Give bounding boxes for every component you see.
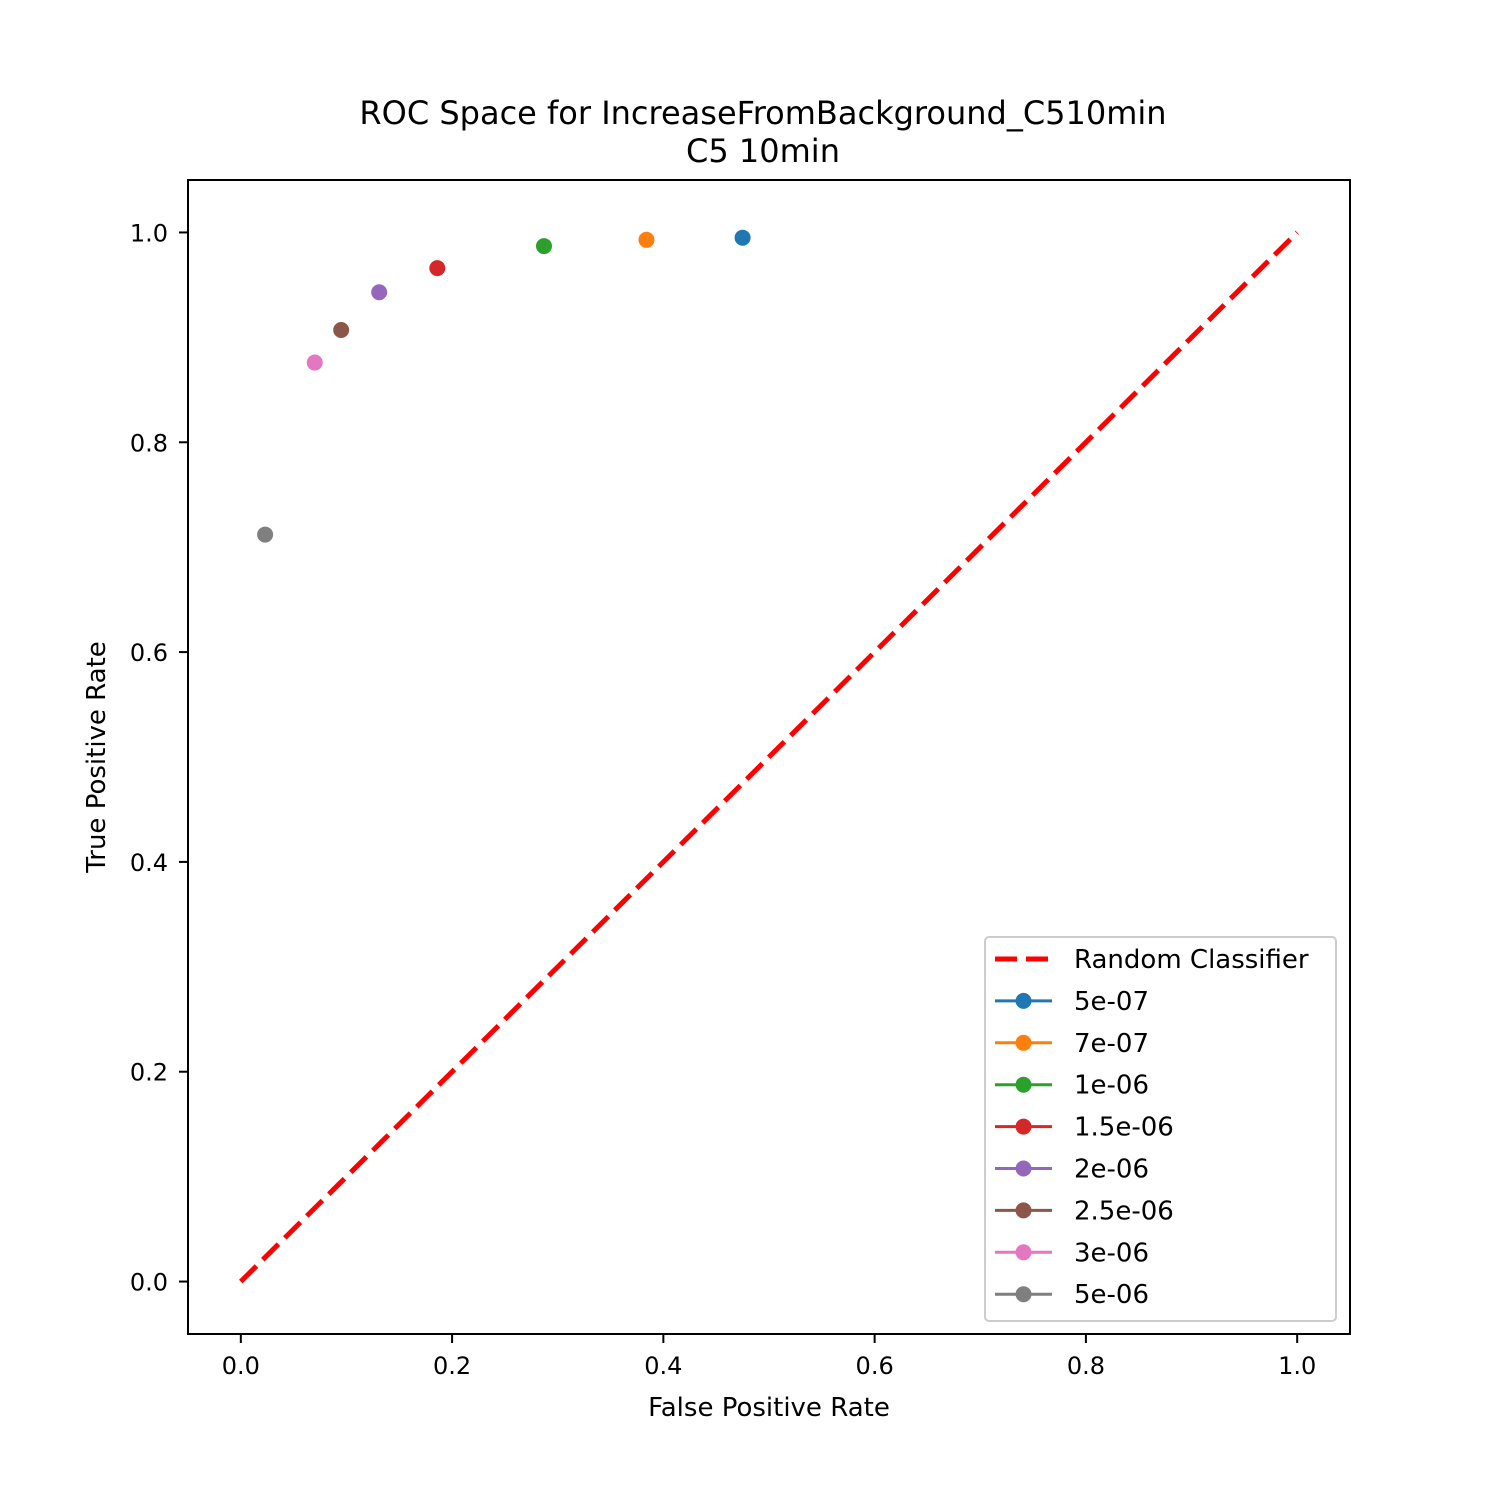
legend-marker-6 bbox=[1015, 1244, 1032, 1261]
legend-label-3: 1.5e-06 bbox=[1074, 1113, 1174, 1143]
legend-label-5: 2.5e-06 bbox=[1074, 1196, 1174, 1226]
chart-title: ROC Space for IncreaseFromBackground_C51… bbox=[359, 94, 1166, 132]
legend-marker-1 bbox=[1015, 1034, 1032, 1051]
chart-subtitle: C5 10min bbox=[686, 132, 840, 170]
y-tick-label: 0.8 bbox=[130, 429, 168, 457]
x-tick-label: 1.0 bbox=[1278, 1352, 1316, 1380]
roc-point-2 bbox=[535, 238, 552, 255]
x-tick-label: 0.6 bbox=[856, 1352, 894, 1380]
y-tick-label: 1.0 bbox=[130, 219, 168, 247]
legend-marker-4 bbox=[1015, 1160, 1032, 1177]
roc-point-7 bbox=[257, 526, 274, 543]
legend: Random Classifier 5e-07 7e-07 1e-06 1.5e-06 2… bbox=[984, 936, 1337, 1322]
legend-label-random-classifier: Random Classifier bbox=[1074, 945, 1309, 975]
y-tick-label: 0.4 bbox=[130, 849, 168, 877]
x-axis: 0.0 0.2 0.4 0.6 0.8 1.0 bbox=[222, 1334, 1316, 1380]
roc-point-3 bbox=[429, 260, 446, 277]
roc-point-4 bbox=[371, 284, 388, 301]
legend-marker-7 bbox=[1015, 1286, 1032, 1303]
legend-marker-3 bbox=[1015, 1118, 1032, 1135]
legend-label-0: 5e-07 bbox=[1074, 987, 1149, 1017]
legend-marker-2 bbox=[1015, 1076, 1032, 1093]
y-axis: 0.0 0.2 0.4 0.6 0.8 1.0 bbox=[130, 219, 188, 1297]
y-axis-label: True Positive Rate bbox=[82, 641, 112, 874]
x-axis-label: False Positive Rate bbox=[648, 1393, 890, 1423]
x-tick-label: 0.8 bbox=[1067, 1352, 1105, 1380]
legend-marker-0 bbox=[1015, 992, 1032, 1009]
legend-label-4: 2e-06 bbox=[1074, 1155, 1149, 1185]
legend-box bbox=[984, 936, 1337, 1322]
roc-point-5 bbox=[333, 322, 350, 339]
legend-label-7: 5e-06 bbox=[1074, 1280, 1149, 1310]
plot-area bbox=[239, 229, 1299, 1284]
legend-label-2: 1e-06 bbox=[1074, 1071, 1149, 1101]
y-tick-label: 0.2 bbox=[130, 1059, 168, 1087]
y-tick-label: 0.0 bbox=[130, 1269, 168, 1297]
legend-label-6: 3e-06 bbox=[1074, 1238, 1149, 1268]
x-tick-label: 0.0 bbox=[222, 1352, 260, 1380]
legend-label-1: 7e-07 bbox=[1074, 1029, 1149, 1059]
roc-point-6 bbox=[306, 354, 323, 371]
x-tick-label: 0.4 bbox=[644, 1352, 682, 1380]
x-tick-label: 0.2 bbox=[433, 1352, 471, 1380]
axes-frame bbox=[187, 179, 1351, 1335]
legend-marker-5 bbox=[1015, 1202, 1032, 1219]
random-classifier-line bbox=[239, 230, 1299, 1284]
roc-point-0 bbox=[734, 229, 751, 246]
y-tick-label: 0.6 bbox=[130, 639, 168, 667]
roc-point-1 bbox=[638, 231, 655, 248]
